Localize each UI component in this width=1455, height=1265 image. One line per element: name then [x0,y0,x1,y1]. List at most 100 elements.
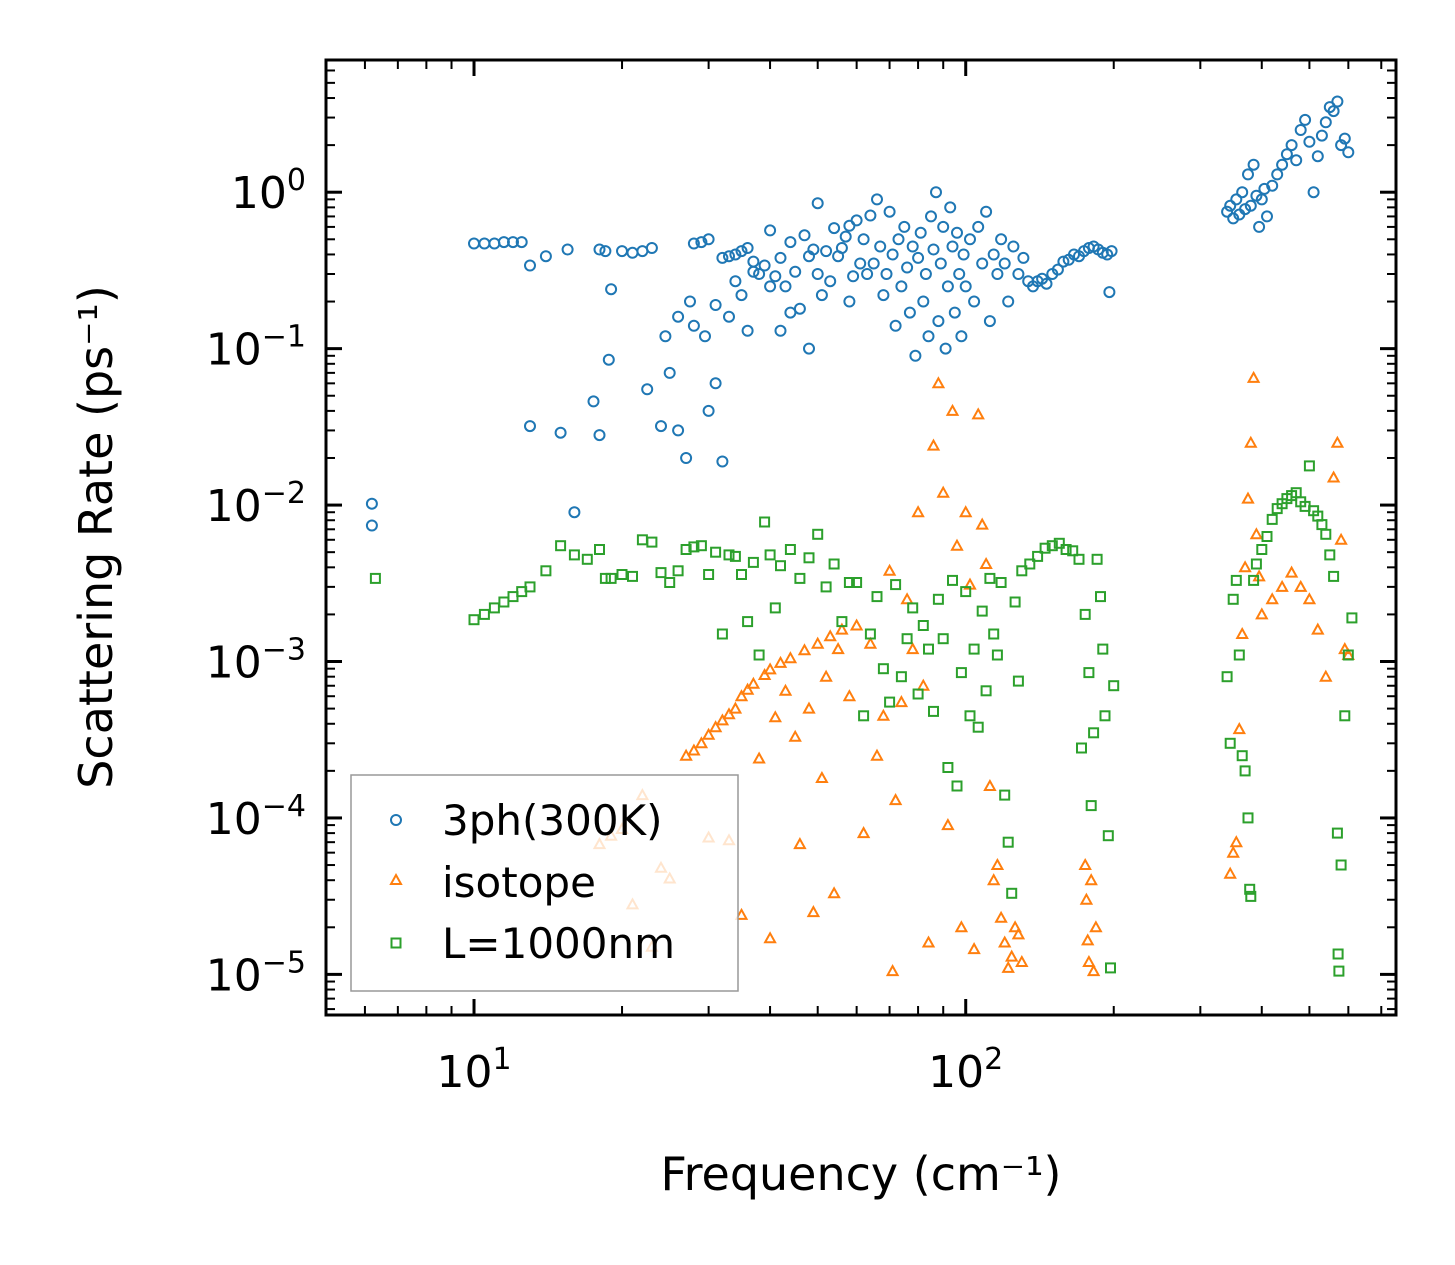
data-point-0-109 [934,257,947,270]
data-point-0-130 [998,257,1011,270]
data-point-1-41 [835,622,849,635]
data-point-0-82 [857,233,870,246]
data-point-0-38 [709,299,722,311]
data-point-0-104 [922,330,935,343]
data-point-1-100 [1275,579,1289,592]
data-point-2-9 [555,540,567,552]
data-point-2-39 [794,572,806,584]
data-point-0-172 [1280,148,1293,161]
data-point-0-52 [753,268,766,280]
data-point-1-106 [1326,470,1341,483]
legend-label-3ph: 3ph(300K) [442,796,662,845]
data-point-0-153 [1105,245,1118,258]
data-point-0-10 [539,250,552,263]
data-point-0-62 [789,265,802,278]
data-point-2-96 [1095,591,1106,603]
data-point-2-60 [932,593,944,605]
data-point-0-131 [1002,295,1015,308]
data-point-2-58 [923,643,934,655]
data-point-2-87 [1060,544,1072,555]
data-point-1-92 [1238,560,1252,573]
data-point-1-40 [831,642,845,655]
data-point-0-78 [843,295,856,308]
data-point-0-42 [723,250,735,263]
data-point-1-84 [1084,873,1098,886]
y-tick-label: 100 [231,163,306,219]
data-point-1-52 [900,592,914,605]
data-point-2-51 [884,696,896,708]
data-point-2-134 [1335,859,1347,871]
data-point-1-44 [856,826,871,839]
data-point-0-37 [702,404,715,417]
data-point-1-64 [959,505,973,518]
data-point-1-90 [1232,722,1246,735]
data-point-0-86 [871,193,883,206]
data-point-2-11 [581,553,593,565]
data-point-0-184 [1331,95,1344,108]
data-point-0-166 [1255,193,1268,206]
data-point-0-80 [850,214,863,227]
data-point-0-108 [932,315,945,328]
data-point-1-89 [1229,835,1243,848]
data-point-1-73 [994,910,1008,923]
data-point-1-94 [1244,435,1258,448]
data-point-2-110 [1244,883,1256,895]
data-point-0-60 [784,236,797,249]
data-point-2-12 [594,544,605,555]
data-point-0-113 [944,201,957,214]
data-point-0-53 [758,259,771,272]
data-point-1-27 [773,655,788,668]
data-point-2-13 [599,572,611,584]
legend-label-isotope: isotope [442,858,596,907]
data-point-0-44 [729,248,742,261]
series-layer [365,95,1358,977]
data-point-2-108 [1239,765,1251,777]
data-point-0-120 [959,280,972,293]
data-point-1-66 [967,942,981,955]
data-point-2-99 [1102,830,1114,842]
legend-marker-boundary [390,937,402,949]
data-point-2-61 [937,633,949,645]
data-point-0-155 [1224,199,1237,212]
data-point-0-119 [957,248,970,261]
data-point-2-131 [1331,827,1343,839]
data-point-2-77 [1002,836,1014,848]
data-point-2-22 [680,544,692,555]
legend: 3ph(300K) isotope L=1000nm [350,774,739,992]
data-point-1-93 [1241,491,1255,504]
data-point-2-90 [1076,742,1087,754]
data-point-1-14 [715,713,730,726]
data-point-0-14 [587,395,600,408]
data-point-1-56 [921,935,936,948]
data-point-1-61 [945,403,960,416]
data-point-1-29 [783,651,798,664]
data-point-2-111 [1245,890,1257,902]
data-point-2-107 [1236,750,1248,762]
series-0 [365,95,1355,532]
data-point-1-37 [819,669,833,682]
data-point-0-46 [735,245,748,258]
data-point-0-63 [793,302,806,315]
data-point-1-78 [1011,927,1026,940]
data-point-0-12 [561,243,574,256]
data-point-2-49 [871,591,883,603]
data-point-1-67 [971,407,985,420]
data-point-0-173 [1285,139,1298,152]
data-point-0-170 [1271,168,1284,181]
data-point-1-17 [728,701,743,714]
data-point-0-139 [1040,277,1053,290]
data-point-2-44 [836,616,848,628]
data-point-2-28 [723,549,735,561]
data-point-0-69 [811,197,824,210]
data-point-1-95 [1246,370,1261,383]
y-tick-label: 10−5 [206,945,306,1001]
data-point-2-26 [710,546,722,558]
data-point-2-94 [1088,727,1100,739]
data-point-1-51 [894,695,909,708]
data-point-2-83 [1032,550,1044,562]
data-point-2-52 [890,579,902,591]
data-point-0-101 [914,226,927,239]
data-point-2-19 [655,567,667,579]
data-point-2-16 [627,570,638,582]
data-point-0-125 [980,205,993,218]
